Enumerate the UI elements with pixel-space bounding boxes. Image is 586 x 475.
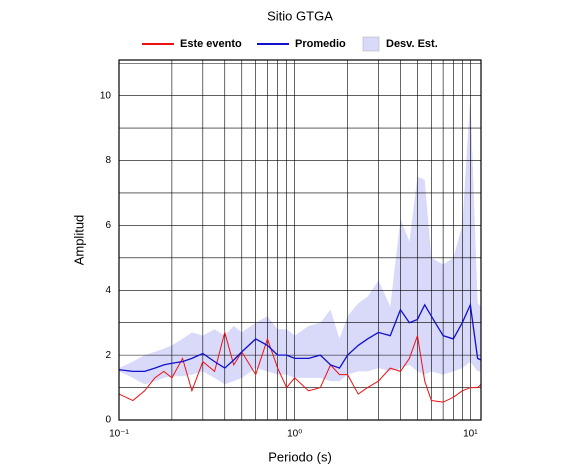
- y-tick-label: 10: [100, 90, 112, 101]
- y-tick-label: 8: [105, 155, 111, 166]
- y-tick-label: 2: [105, 350, 111, 361]
- series-line: [118, 302, 482, 373]
- y-tick-label: 6: [105, 220, 111, 231]
- x-tick-label: 10⁰: [287, 429, 302, 440]
- legend-swatch: [362, 36, 380, 52]
- y-tick-label: 0: [105, 415, 111, 426]
- legend-label: Desv. Est.: [386, 38, 438, 50]
- y-axis-label: Amplitud: [71, 215, 86, 266]
- chart-title: Sitio GTGA: [267, 8, 333, 23]
- std-band: [119, 95, 481, 385]
- legend-label: Promedio: [295, 38, 346, 50]
- series-line: [118, 330, 482, 403]
- x-tick-label: 10¹: [463, 429, 478, 440]
- plot-frame: [118, 59, 482, 421]
- x-tick-label: 10⁻¹: [109, 429, 129, 440]
- legend-label: Este evento: [180, 38, 242, 50]
- y-tick-label: 4: [105, 285, 111, 296]
- x-axis-label: Periodo (s): [268, 449, 332, 464]
